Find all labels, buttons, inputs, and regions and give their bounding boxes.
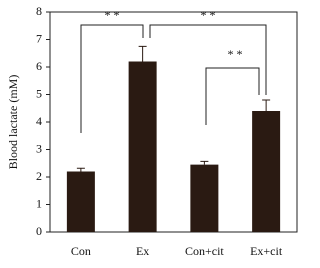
y-axis-label: Blood lactate (mM): [6, 75, 20, 170]
bar: [190, 164, 219, 232]
error-bar: [262, 99, 271, 111]
y-tick-label: 4: [36, 114, 42, 128]
x-tick-label: Ex: [136, 244, 149, 258]
error-bar: [200, 160, 209, 165]
bar: [128, 61, 157, 232]
bracket: [80, 24, 144, 133]
error-bar: [138, 45, 147, 62]
significance-label: * *: [201, 8, 216, 22]
x-tick-label: Ex+cit: [250, 244, 283, 258]
y-tick-label: 5: [36, 86, 42, 100]
bracket: [149, 24, 267, 95]
y-tick-label: 7: [36, 31, 42, 45]
y-tick-label: 3: [36, 141, 42, 155]
bar: [66, 171, 95, 232]
significance-label: * *: [105, 8, 120, 22]
bracket: [205, 67, 260, 125]
significance-brackets: [80, 24, 267, 133]
y-tick-label: 0: [36, 224, 42, 238]
significance-label: * *: [228, 47, 243, 61]
x-tick-label: Con: [71, 244, 91, 258]
y-tick-label: 8: [36, 4, 42, 18]
error-bar: [76, 167, 85, 172]
y-tick-label: 1: [36, 196, 42, 210]
x-tick-label: Con+cit: [185, 244, 224, 258]
y-tick-label: 6: [36, 59, 42, 73]
bar: [252, 111, 281, 232]
y-tick-label: 2: [36, 169, 42, 183]
chart: Blood lactate (mM) * * * * * * 0 1 2 3 4 5 6 7 8…: [6, 4, 298, 258]
